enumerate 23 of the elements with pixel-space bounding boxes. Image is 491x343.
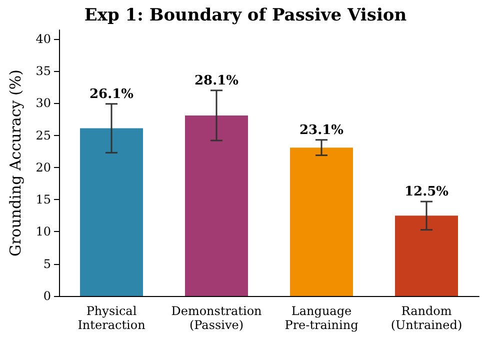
data-label: 28.1%: [194, 73, 240, 88]
y-tick-label: 5: [43, 256, 51, 271]
y-tick-label: 25: [36, 128, 51, 142]
y-tick-label: 35: [36, 64, 51, 78]
y-tick-label: 40: [36, 32, 51, 46]
bar: [395, 216, 458, 296]
x-tick-label: Demonstration (Passive): [171, 304, 262, 332]
bar: [290, 148, 353, 296]
y-tick-label: 15: [36, 192, 51, 207]
x-tick-label: Language Pre-training: [284, 304, 359, 332]
chart-title: Exp 1: Boundary of Passive Vision: [84, 6, 407, 26]
y-axis-title: Grounding Accuracy (%): [6, 70, 24, 256]
x-tick-label: Physical Interaction: [78, 304, 146, 332]
data-label: 23.1%: [299, 122, 344, 138]
y-tick-label: 0: [43, 289, 51, 303]
data-label: 12.5%: [404, 184, 450, 200]
y-tick-label: 10: [36, 224, 51, 239]
x-tick-label: Random (Untrained): [390, 304, 462, 332]
bar: [80, 128, 143, 296]
bar: [185, 115, 248, 296]
data-label: 26.1%: [89, 86, 134, 102]
y-tick-label: 30: [36, 96, 51, 110]
y-tick-label: 20: [36, 160, 51, 174]
